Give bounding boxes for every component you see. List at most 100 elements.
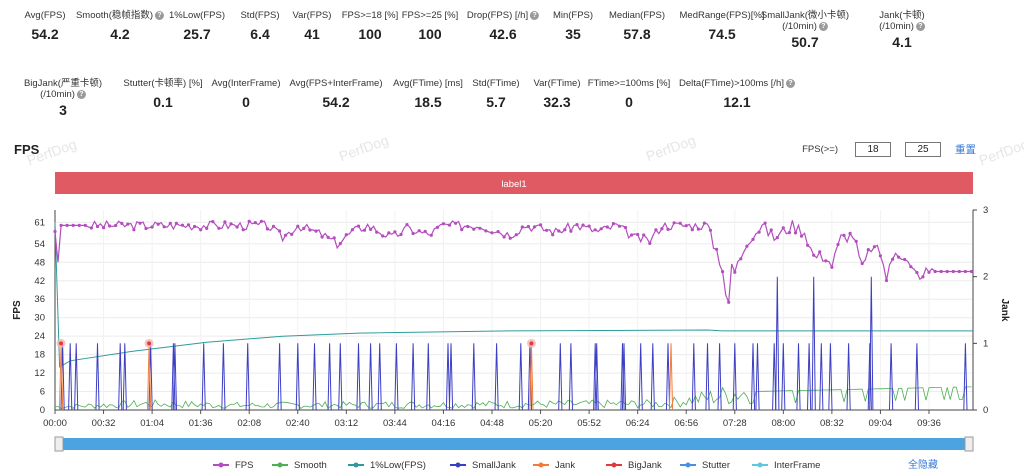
y-tick-label: 48 [34,257,45,268]
help-icon[interactable]: ? [915,21,925,31]
x-tick-label: 06:24 [626,418,650,429]
series-fps-point [247,219,251,223]
series-fps-point [411,231,415,236]
series-fps-point [727,300,731,304]
series-fps-point [478,226,482,230]
stat-r2-0: BigJank(严重卡顿) (/10min)? 3 [24,78,102,118]
x-tick-label: 05:52 [577,418,601,429]
zoom-slider-track[interactable] [55,438,973,450]
fps-threshold-input-1[interactable] [855,142,891,157]
help-icon[interactable]: ? [818,21,828,31]
stat-value: 100 [358,26,382,42]
help-icon[interactable]: ? [530,10,540,20]
help-icon[interactable]: ? [76,89,86,99]
series-fps-point [180,223,185,227]
series-fps-point [690,228,694,232]
series-fps-point [812,253,816,257]
x-tick-label: 08:32 [820,418,844,429]
stat-label-text: BigJank(严重卡顿) [23,78,103,89]
series-fps-point [338,242,342,246]
series-smalljank-spike [74,343,79,411]
series-fps-point [508,236,512,240]
legend-item-5[interactable]: BigJank [628,460,662,471]
series-fps-point [381,234,385,238]
series-fps-point [806,243,810,247]
stat-r2-8: Delta(FTime)>100ms [/h]? 12.1 [679,78,795,110]
legend-item-0[interactable]: FPS [235,460,253,471]
series-fps-line [54,219,972,303]
stat-label: MedRange(FPS)[%] [679,10,764,21]
y-tick-label: 6 [40,387,45,398]
legend-item-3[interactable]: SmallJank [472,460,516,471]
series-fps-point [721,270,725,274]
series-fps-point [89,226,93,230]
fps-threshold-input-2[interactable] [905,142,941,157]
series-smalljank-spike [68,343,73,411]
series-fps-point [532,225,537,229]
series-fps-point [417,229,421,233]
stat-label: Std(FPS) [240,10,279,21]
stat-label-text: FPS>=25 [%] [401,10,459,21]
stat-label-text: Std(FTime) [472,78,520,89]
stat-r1-8: Min(FPS) 35 [553,10,593,42]
series-smalljank-spike [122,343,127,411]
series-fps-point [271,224,276,228]
series-smalljank-spike [846,343,851,411]
series-fps-point [581,223,585,227]
y2-tick-label: 0 [983,405,988,416]
series-fps-point [708,228,713,232]
series-smalljank-spike [327,343,332,411]
stat-value: 54.2 [322,94,350,110]
series-smalljank-spike [356,343,361,411]
series-fps-point [605,225,609,229]
y-tick-label: 12 [34,368,45,379]
series-fps-point [514,233,518,237]
stat-label: Drop(FPS) [/h]? [467,10,540,21]
zoom-slider-handle-right[interactable] [964,436,974,452]
help-icon[interactable]: ? [785,78,795,88]
x-tick-label: 06:56 [674,418,698,429]
help-icon[interactable]: ? [155,10,165,20]
series-fps-point [654,228,658,232]
series-fps-point [909,265,913,269]
legend-item-7[interactable]: InterFrame [774,460,820,471]
series-fps-point [375,230,379,234]
series-fps-point [969,269,974,274]
series-fps-point [460,228,464,232]
series-fps-point [787,231,792,235]
series-fps-point [126,222,130,226]
legend-item-1[interactable]: Smooth [294,460,327,471]
series-fps-point [484,229,488,233]
series-fps-point [132,228,136,232]
series-fps-point [775,236,779,240]
reset-button[interactable]: 重置 [955,144,976,156]
y-tick-label: 61 [34,217,45,228]
series-smalljank-spike [471,343,476,411]
series-smalljank-spike [772,343,777,411]
stat-value: 32.3 [543,94,571,110]
stat-r1-2: 1%Low(FPS) 25.7 [169,10,225,42]
legend-hide-all-button[interactable]: 全隐藏 [908,458,938,471]
series-smalljank-spike [717,343,722,411]
stat-label: 1%Low(FPS) [169,10,225,21]
zoom-slider-handle-left[interactable] [54,436,64,452]
series-smalljank-spike [593,343,598,411]
fps-threshold-label: FPS(>=) [802,144,838,155]
series-smalljank-spike [558,343,563,411]
stat-label-unit: (/10min) [782,21,817,32]
series-fps-point [320,235,324,239]
series-fps-point [623,225,628,230]
series-smalljank-spike [807,343,812,411]
series-fps-point [199,228,203,232]
series-fps-point [684,224,688,228]
legend-item-6[interactable]: Stutter [702,460,730,471]
series-smalljank-spike [277,343,282,411]
series-smalljank-spike [811,276,816,411]
y-tick-label: 36 [34,294,45,305]
stat-r2-3: Avg(FPS+InterFrame) 54.2 [289,78,382,110]
stat-label-unit: (/10min) [879,21,914,32]
stat-label-text: Min(FPS) [552,10,594,21]
stat-r1-0: Avg(FPS) 54.2 [24,10,65,42]
legend-item-2[interactable]: 1%Low(FPS) [370,460,426,471]
legend-item-4[interactable]: Jank [555,460,575,471]
